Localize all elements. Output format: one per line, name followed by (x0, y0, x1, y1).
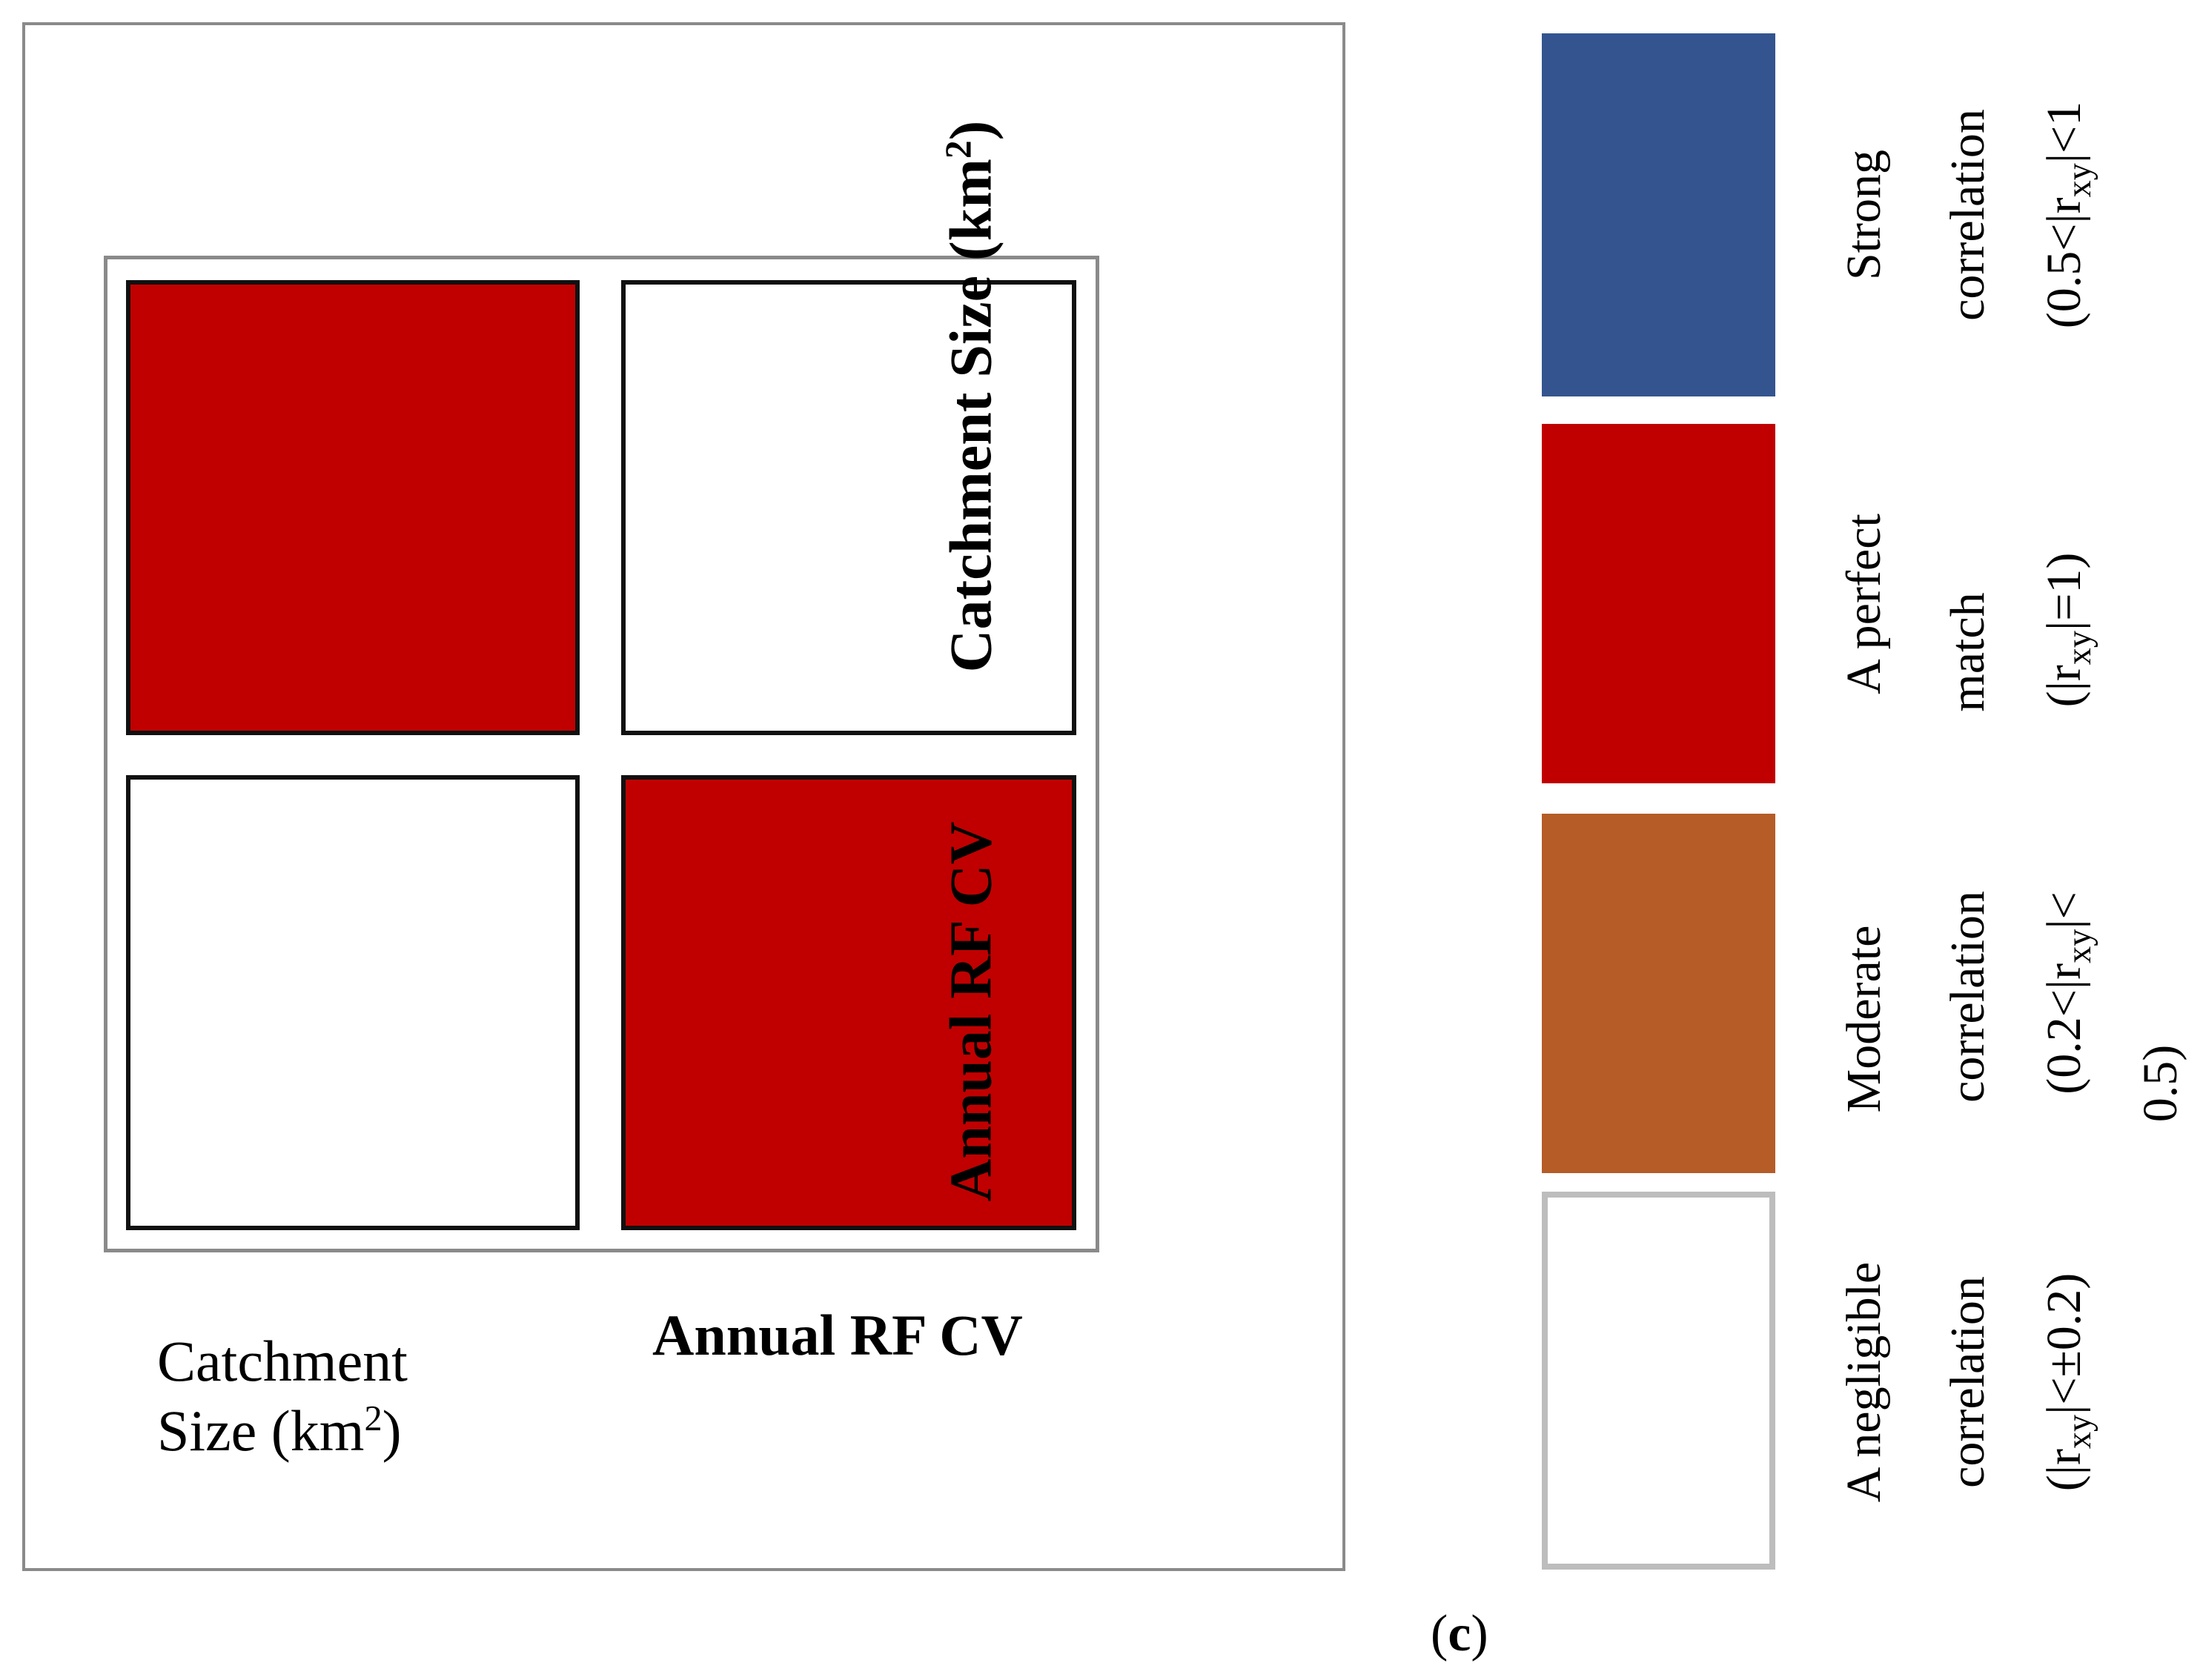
legend-perfect-range: (|rxy|=1) (2037, 552, 2098, 708)
legend-negligible-range: (|rxy|<±0.2) (2037, 1272, 2098, 1492)
x-label-catchment-size: Catchment Size (km2) (157, 1327, 528, 1465)
legend-perfect-line1: A perfect (1837, 514, 1891, 694)
matrix-cell-annual-rf-cv-catchment (126, 775, 580, 1230)
legend-perfect-line2: match (1941, 592, 1995, 712)
legend-strong-line2: correlation (1941, 109, 1995, 321)
legend-moderate-range: (0.2<|rxy|< (2037, 892, 2098, 1095)
legend-swatch-negligible (1542, 1192, 1775, 1570)
x-label-catchment-size-line1: Catchment (157, 1329, 408, 1393)
legend-negligible-line2: correlation (1941, 1276, 1995, 1488)
legend-swatch-moderate (1542, 814, 1775, 1173)
matrix-cell-catchment-catchment (126, 280, 580, 735)
legend-moderate-line2: correlation (1941, 891, 1995, 1103)
matrix-cell-annual-rf-cv-annual-rf-cv (621, 775, 1076, 1230)
figure-frame (22, 22, 1345, 1571)
matrix-frame (104, 256, 1099, 1252)
legend-strong-line1: Strong (1837, 149, 1891, 281)
x-label-catchment-size-line2: Size (km2) (157, 1398, 402, 1463)
legend-swatch-strong (1542, 33, 1775, 396)
legend-moderate-range-cont: 0.5) (2133, 1044, 2187, 1123)
matrix-cell-catchment-annual-rf-cv (621, 280, 1076, 735)
legend-strong-range: (0.5<|rxy|<1 (2037, 101, 2098, 329)
y-label-annual-rf-cv: Annual RF CV (938, 821, 1004, 1202)
figure-caption: (c) (1431, 1605, 1488, 1662)
legend-negligible-line1: A negligible (1837, 1261, 1891, 1503)
y-label-catchment-size: Catchment Size (km2) (937, 120, 1004, 673)
legend-swatch-perfect (1542, 424, 1775, 783)
x-label-annual-rf-cv: Annual RF CV (652, 1303, 1023, 1367)
legend-moderate-line1: Moderate (1837, 925, 1891, 1113)
